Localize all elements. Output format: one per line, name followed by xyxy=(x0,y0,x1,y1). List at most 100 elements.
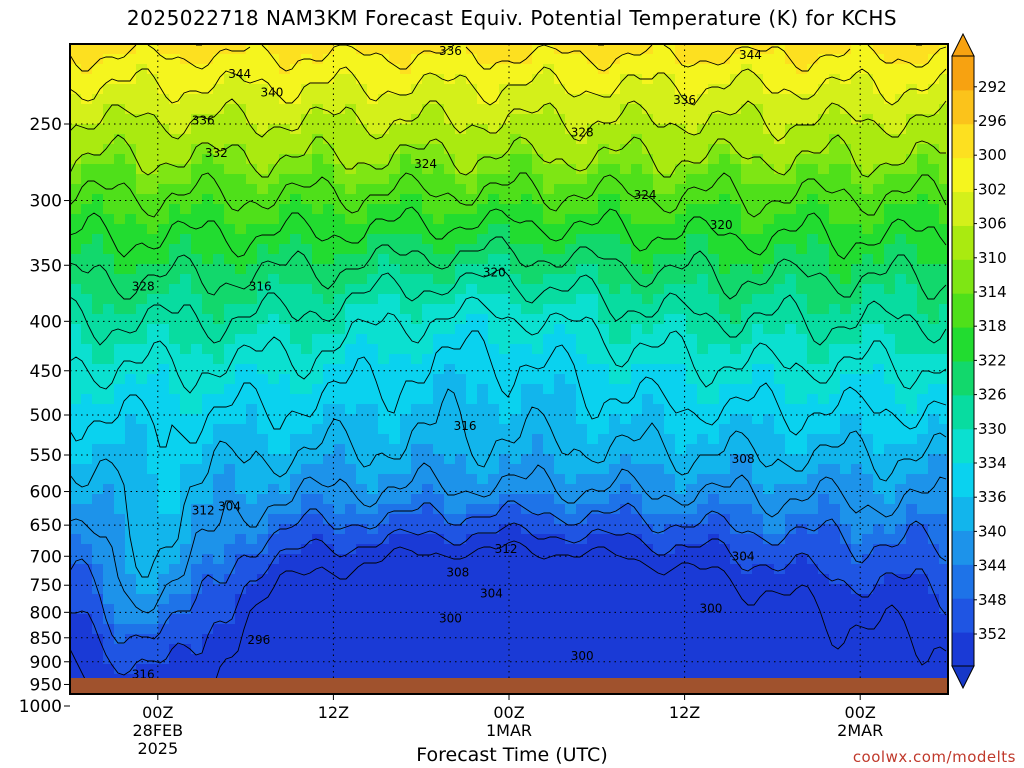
field-cell xyxy=(675,614,687,625)
field-cell xyxy=(664,414,676,425)
field-cell xyxy=(455,64,467,75)
field-cell xyxy=(609,564,621,575)
field-cell xyxy=(708,94,720,105)
field-cell xyxy=(796,504,808,515)
field-cell xyxy=(708,574,720,585)
field-cell xyxy=(906,344,918,355)
field-cell xyxy=(532,284,544,295)
field-cell xyxy=(92,544,104,555)
field-cell xyxy=(840,654,852,665)
field-cell xyxy=(807,194,819,205)
field-cell xyxy=(268,134,280,145)
field-cell xyxy=(268,204,280,215)
field-cell xyxy=(191,254,203,265)
field-cell xyxy=(455,664,467,675)
field-cell xyxy=(653,134,665,145)
field-cell xyxy=(741,44,753,55)
field-cell xyxy=(598,194,610,205)
field-cell xyxy=(664,504,676,515)
field-cell xyxy=(158,64,170,75)
field-cell xyxy=(125,654,137,665)
field-cell xyxy=(477,274,489,285)
field-cell xyxy=(422,554,434,565)
field-cell xyxy=(356,374,368,385)
field-cell xyxy=(92,314,104,325)
field-cell xyxy=(488,494,500,505)
field-cell xyxy=(290,184,302,195)
field-cell xyxy=(697,484,709,495)
field-cell xyxy=(81,194,93,205)
field-cell xyxy=(268,444,280,455)
field-cell xyxy=(642,54,654,65)
field-cell xyxy=(191,354,203,365)
field-cell xyxy=(169,144,181,155)
field-cell xyxy=(884,224,896,235)
field-cell xyxy=(851,154,863,165)
field-cell xyxy=(147,244,159,255)
field-cell xyxy=(653,154,665,165)
field-cell xyxy=(169,324,181,335)
field-cell xyxy=(796,574,808,585)
field-cell xyxy=(675,384,687,395)
field-cell xyxy=(521,384,533,395)
field-cell xyxy=(389,554,401,565)
field-cell xyxy=(367,594,379,605)
field-cell xyxy=(202,594,214,605)
field-cell xyxy=(433,74,445,85)
field-cell xyxy=(312,424,324,435)
field-cell xyxy=(488,584,500,595)
field-cell xyxy=(796,144,808,155)
field-cell xyxy=(444,174,456,185)
field-cell xyxy=(884,434,896,445)
field-cell xyxy=(785,214,797,225)
field-cell xyxy=(411,384,423,395)
field-cell xyxy=(158,544,170,555)
field-cell xyxy=(389,144,401,155)
field-cell xyxy=(653,664,665,675)
field-cell xyxy=(433,354,445,365)
field-cell xyxy=(631,474,643,485)
field-cell xyxy=(158,534,170,545)
field-cell xyxy=(785,114,797,125)
field-cell xyxy=(125,524,137,535)
field-cell xyxy=(202,224,214,235)
field-cell xyxy=(565,474,577,485)
field-cell xyxy=(378,664,390,675)
field-cell xyxy=(367,194,379,205)
field-cell xyxy=(400,594,412,605)
field-cell xyxy=(290,364,302,375)
field-cell xyxy=(884,44,896,55)
field-cell xyxy=(675,134,687,145)
field-cell xyxy=(664,394,676,405)
field-cell xyxy=(246,284,258,295)
field-cell xyxy=(356,644,368,655)
field-cell xyxy=(675,124,687,135)
field-cell xyxy=(554,534,566,545)
field-cell xyxy=(697,474,709,485)
field-cell xyxy=(378,444,390,455)
field-cell xyxy=(70,644,82,655)
field-cell xyxy=(147,614,159,625)
field-cell xyxy=(158,144,170,155)
field-cell xyxy=(455,514,467,525)
field-cell xyxy=(741,94,753,105)
field-cell xyxy=(532,574,544,585)
field-cell xyxy=(246,464,258,475)
field-cell xyxy=(664,144,676,155)
field-cell xyxy=(389,374,401,385)
field-cell xyxy=(235,424,247,435)
field-cell xyxy=(807,284,819,295)
field-cell xyxy=(576,544,588,555)
field-cell xyxy=(532,424,544,435)
field-cell xyxy=(862,434,874,445)
field-cell xyxy=(532,94,544,105)
field-cell xyxy=(554,644,566,655)
field-cell xyxy=(422,594,434,605)
field-cell xyxy=(411,434,423,445)
field-cell xyxy=(81,634,93,645)
field-cell xyxy=(818,344,830,355)
field-cell xyxy=(664,594,676,605)
field-cell xyxy=(246,344,258,355)
field-cell xyxy=(213,564,225,575)
field-cell xyxy=(103,434,115,445)
